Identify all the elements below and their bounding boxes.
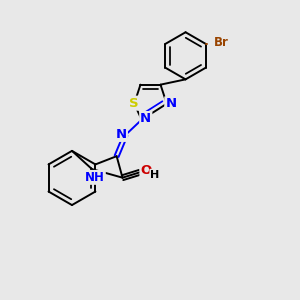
Text: Br: Br [214, 36, 229, 49]
Text: N: N [140, 112, 151, 125]
Text: NH: NH [85, 171, 105, 184]
Text: N: N [165, 97, 176, 110]
Text: H: H [150, 170, 160, 180]
Text: S: S [129, 97, 139, 110]
Text: O: O [140, 164, 152, 177]
Text: N: N [116, 128, 127, 141]
